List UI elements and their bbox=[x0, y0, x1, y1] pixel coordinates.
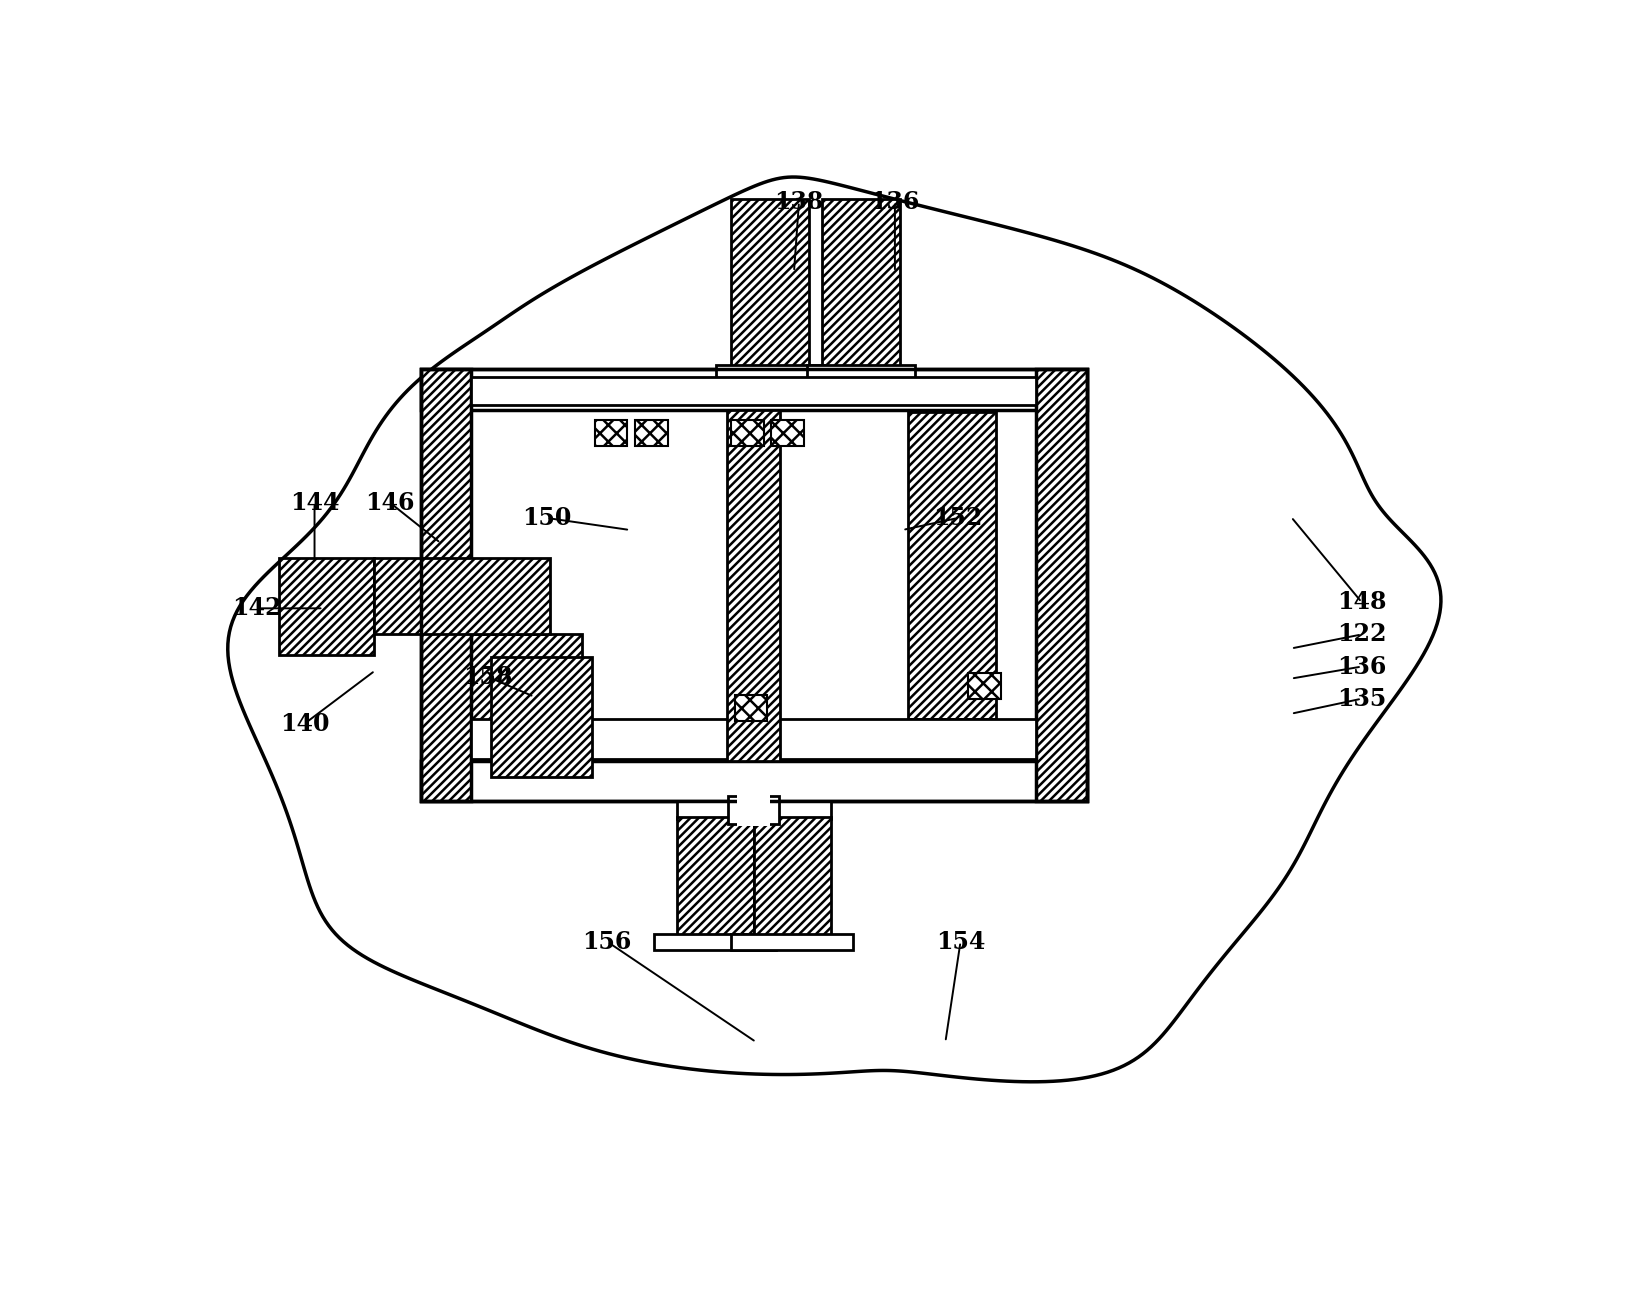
Text: 156: 156 bbox=[583, 930, 632, 953]
Text: 158: 158 bbox=[462, 665, 513, 689]
Bar bbox=[374, 558, 550, 635]
Bar bbox=[420, 635, 583, 762]
Bar bbox=[492, 656, 593, 777]
Bar bbox=[734, 695, 767, 721]
Bar bbox=[470, 719, 1035, 759]
Bar bbox=[280, 558, 374, 655]
Bar bbox=[1035, 369, 1088, 801]
Bar bbox=[420, 369, 1088, 409]
Bar bbox=[470, 719, 728, 759]
Text: 135: 135 bbox=[1337, 687, 1387, 711]
Text: 140: 140 bbox=[280, 712, 329, 735]
Text: 138: 138 bbox=[775, 189, 824, 214]
Bar bbox=[737, 792, 770, 827]
Bar bbox=[822, 198, 900, 369]
Text: 136: 136 bbox=[871, 189, 920, 214]
Text: 152: 152 bbox=[933, 506, 983, 529]
Bar bbox=[594, 420, 627, 446]
Bar bbox=[470, 377, 1035, 406]
Text: 146: 146 bbox=[365, 490, 415, 515]
Bar bbox=[716, 365, 824, 386]
Bar bbox=[907, 412, 996, 719]
Text: 122: 122 bbox=[1337, 622, 1387, 647]
Polygon shape bbox=[228, 177, 1441, 1082]
Bar bbox=[731, 198, 809, 369]
Bar bbox=[728, 409, 780, 762]
Text: 150: 150 bbox=[523, 506, 571, 529]
Bar bbox=[969, 673, 1001, 699]
Bar bbox=[764, 795, 778, 824]
Bar bbox=[635, 420, 667, 446]
Bar bbox=[754, 818, 830, 938]
Bar bbox=[420, 369, 470, 801]
Bar bbox=[806, 365, 915, 386]
Bar bbox=[677, 801, 830, 819]
Text: 148: 148 bbox=[1337, 591, 1387, 614]
Bar bbox=[772, 420, 804, 446]
Text: 144: 144 bbox=[290, 490, 339, 515]
Text: 142: 142 bbox=[231, 596, 282, 621]
Bar bbox=[470, 409, 1035, 762]
Bar bbox=[731, 420, 764, 446]
Bar bbox=[420, 369, 1088, 801]
Bar bbox=[677, 818, 754, 938]
Bar bbox=[731, 934, 853, 949]
Text: 154: 154 bbox=[936, 930, 985, 953]
Bar bbox=[654, 934, 777, 949]
Bar bbox=[728, 795, 744, 824]
Bar bbox=[420, 762, 1088, 801]
Text: 136: 136 bbox=[1337, 655, 1387, 678]
